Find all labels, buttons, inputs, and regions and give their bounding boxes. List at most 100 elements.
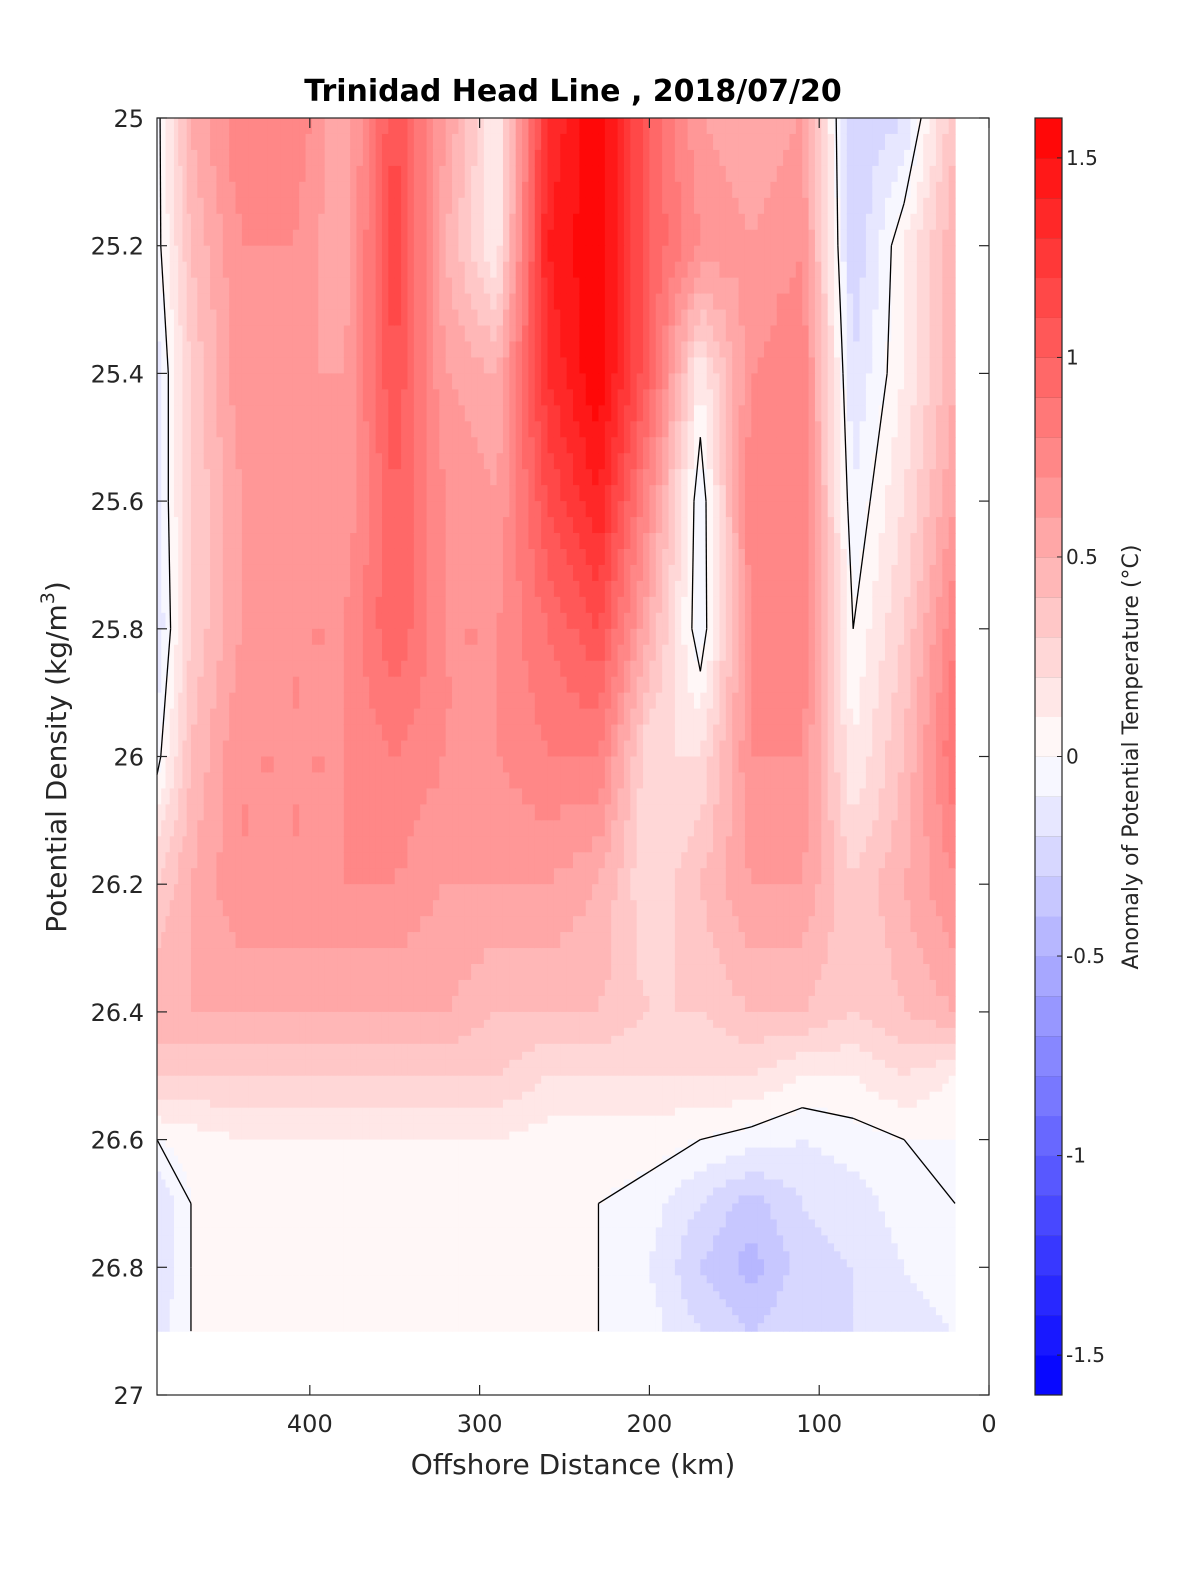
heatmap-cell	[337, 357, 345, 374]
heatmap-cell	[299, 325, 307, 343]
heatmap-cell	[783, 660, 791, 678]
heatmap-cell	[222, 453, 230, 470]
heatmap-cell	[891, 229, 899, 247]
heatmap-cell	[483, 133, 491, 151]
heatmap-cell	[655, 245, 663, 263]
heatmap-cell	[865, 213, 873, 231]
heatmap-cell	[814, 229, 822, 247]
heatmap-cell	[190, 580, 198, 598]
heatmap-cell	[210, 325, 218, 343]
heatmap-cell	[426, 533, 434, 550]
heatmap-cell	[560, 660, 568, 678]
heatmap-cell	[948, 389, 956, 406]
heatmap-cell	[910, 341, 918, 359]
heatmap-cell	[604, 740, 612, 758]
heatmap-cell	[840, 660, 848, 678]
heatmap-cell	[280, 517, 288, 534]
heatmap-cell	[190, 341, 198, 359]
heatmap-cell	[413, 389, 421, 406]
heatmap-cell	[350, 405, 358, 422]
heatmap-cell	[190, 517, 198, 534]
heatmap-cell	[483, 181, 491, 199]
heatmap-cell	[407, 453, 415, 470]
heatmap-cell	[566, 740, 574, 758]
heatmap-cell	[604, 453, 612, 470]
heatmap-cell	[674, 485, 682, 502]
heatmap-cell	[407, 229, 415, 247]
heatmap-cell	[827, 564, 835, 582]
heatmap-cell	[681, 644, 689, 662]
heatmap-cell	[693, 261, 701, 279]
heatmap-cell	[235, 293, 243, 311]
heatmap-cell	[744, 133, 752, 151]
heatmap-cell	[292, 325, 300, 343]
heatmap-cell	[547, 437, 555, 454]
heatmap-cell	[827, 118, 835, 135]
heatmap-cell	[331, 165, 339, 183]
heatmap-cell	[732, 692, 740, 710]
heatmap-cell	[432, 676, 440, 694]
heatmap-cell	[369, 533, 377, 550]
heatmap-cell	[579, 165, 587, 183]
heatmap-cell	[471, 501, 479, 518]
heatmap-cell	[337, 644, 345, 662]
heatmap-cell	[254, 309, 262, 327]
heatmap-cell	[432, 485, 440, 502]
heatmap-cell	[744, 325, 752, 343]
heatmap-cell	[286, 644, 294, 662]
heatmap-cell	[292, 501, 300, 518]
heatmap-cell	[324, 469, 332, 486]
heatmap-cell	[381, 676, 389, 694]
heatmap-cell	[770, 564, 778, 582]
heatmap-cell	[929, 469, 937, 486]
heatmap-cell	[719, 149, 727, 167]
heatmap-cell	[808, 612, 816, 630]
heatmap-cell	[305, 405, 313, 422]
heatmap-cell	[432, 453, 440, 470]
heatmap-cell	[216, 740, 224, 758]
heatmap-cell	[604, 261, 612, 279]
heatmap-cell	[948, 277, 956, 295]
heatmap-cell	[738, 564, 746, 582]
heatmap-cell	[203, 740, 211, 758]
heatmap-cell	[280, 533, 288, 550]
heatmap-cell	[674, 389, 682, 406]
heatmap-cell	[795, 453, 803, 470]
heatmap-cell	[878, 325, 886, 343]
heatmap-cell	[643, 165, 651, 183]
heatmap-cell	[388, 485, 396, 502]
heatmap-cell	[693, 692, 701, 710]
heatmap-cell	[802, 277, 810, 295]
heatmap-cell	[808, 405, 816, 422]
heatmap-cell	[190, 149, 198, 167]
heatmap-cell	[719, 405, 727, 422]
heatmap-cell	[286, 485, 294, 502]
heatmap-cell	[764, 612, 771, 630]
heatmap-cell	[445, 564, 453, 582]
heatmap-cell	[305, 261, 313, 279]
heatmap-cell	[331, 644, 339, 662]
heatmap-cell	[248, 708, 256, 726]
heatmap-cell	[713, 548, 721, 566]
heatmap-cell	[186, 277, 192, 295]
heatmap-cell	[604, 118, 612, 135]
heatmap-cell	[592, 309, 600, 327]
heatmap-cell	[783, 373, 791, 390]
heatmap-cell	[210, 612, 218, 630]
heatmap-cell	[471, 740, 479, 758]
heatmap-cell	[248, 660, 256, 678]
heatmap-cell	[821, 213, 829, 231]
heatmap-cell	[541, 165, 549, 183]
heatmap-cell	[897, 437, 905, 454]
heatmap-cell	[662, 357, 670, 374]
heatmap-cell	[350, 501, 358, 518]
heatmap-cell	[439, 118, 447, 135]
heatmap-cell	[623, 533, 631, 550]
heatmap-cell	[662, 517, 670, 534]
heatmap-cell	[611, 309, 619, 327]
heatmap-cell	[585, 453, 593, 470]
heatmap-cell	[808, 501, 816, 518]
heatmap-cell	[897, 517, 905, 534]
heatmap-cell	[649, 229, 657, 247]
heatmap-cell	[471, 612, 479, 630]
